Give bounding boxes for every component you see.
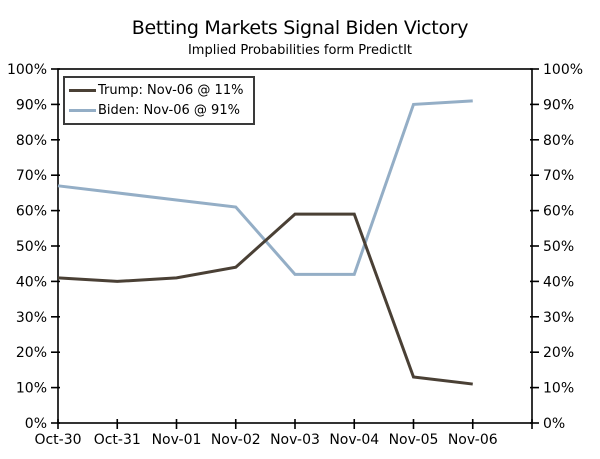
- y-tick-label-right: 70%: [543, 168, 574, 184]
- y-tick-label-right: 60%: [543, 204, 574, 220]
- y-tick-label-left: 0%: [25, 416, 47, 432]
- y-tick-label-left: 60%: [16, 204, 47, 220]
- y-tick-label-right: 80%: [543, 133, 574, 149]
- x-tick-label: Oct-31: [94, 432, 141, 448]
- x-tick-label: Nov-05: [389, 432, 439, 448]
- x-tick-label: Nov-01: [152, 432, 202, 448]
- x-tick-label: Nov-04: [329, 432, 379, 448]
- y-tick-label-right: 50%: [543, 239, 574, 255]
- legend-item-biden: Biden: Nov-06 @ 91%: [69, 100, 243, 120]
- y-tick-label-right: 30%: [543, 310, 574, 326]
- chart-legend: Trump: Nov-06 @ 11% Biden: Nov-06 @ 91%: [63, 76, 256, 125]
- x-tick-label: Oct-30: [34, 432, 81, 448]
- legend-label-biden: Biden: Nov-06 @ 91%: [98, 102, 240, 118]
- y-tick-label-right: 10%: [543, 381, 574, 397]
- y-tick-label-right: 40%: [543, 274, 574, 290]
- legend-item-trump: Trump: Nov-06 @ 11%: [69, 80, 243, 100]
- y-tick-label-left: 70%: [16, 168, 47, 184]
- series-line-biden: [57, 99, 473, 276]
- y-tick-label-left: 90%: [16, 97, 47, 113]
- y-tick-label-left: 10%: [16, 381, 47, 397]
- x-tick-label: Nov-03: [270, 432, 320, 448]
- y-tick-label-left: 50%: [16, 239, 47, 255]
- y-tick-label-right: 90%: [543, 97, 574, 113]
- legend-label-trump: Trump: Nov-06 @ 11%: [98, 82, 244, 98]
- y-tick-label-right: 20%: [543, 345, 574, 361]
- y-tick-label-left: 80%: [16, 133, 47, 149]
- x-tick-label: Nov-02: [211, 432, 261, 448]
- chart-subtitle: Implied Probabilities form PredictIt: [187, 43, 413, 58]
- legend-line-swatch-biden: [69, 108, 96, 112]
- y-tick-label-left: 30%: [16, 310, 47, 326]
- y-tick-label-left: 40%: [16, 274, 47, 290]
- x-tick-label: Nov-06: [448, 432, 498, 448]
- y-tick-label-right: 0%: [543, 416, 565, 432]
- y-tick-label-left: 20%: [16, 345, 47, 361]
- y-tick-label-left: 100%: [7, 62, 47, 78]
- chart-title: Betting Markets Signal Biden Victory: [131, 17, 469, 39]
- y-tick-label-right: 100%: [543, 62, 583, 78]
- legend-line-swatch-trump: [69, 88, 96, 92]
- series-line-trump: [57, 212, 473, 386]
